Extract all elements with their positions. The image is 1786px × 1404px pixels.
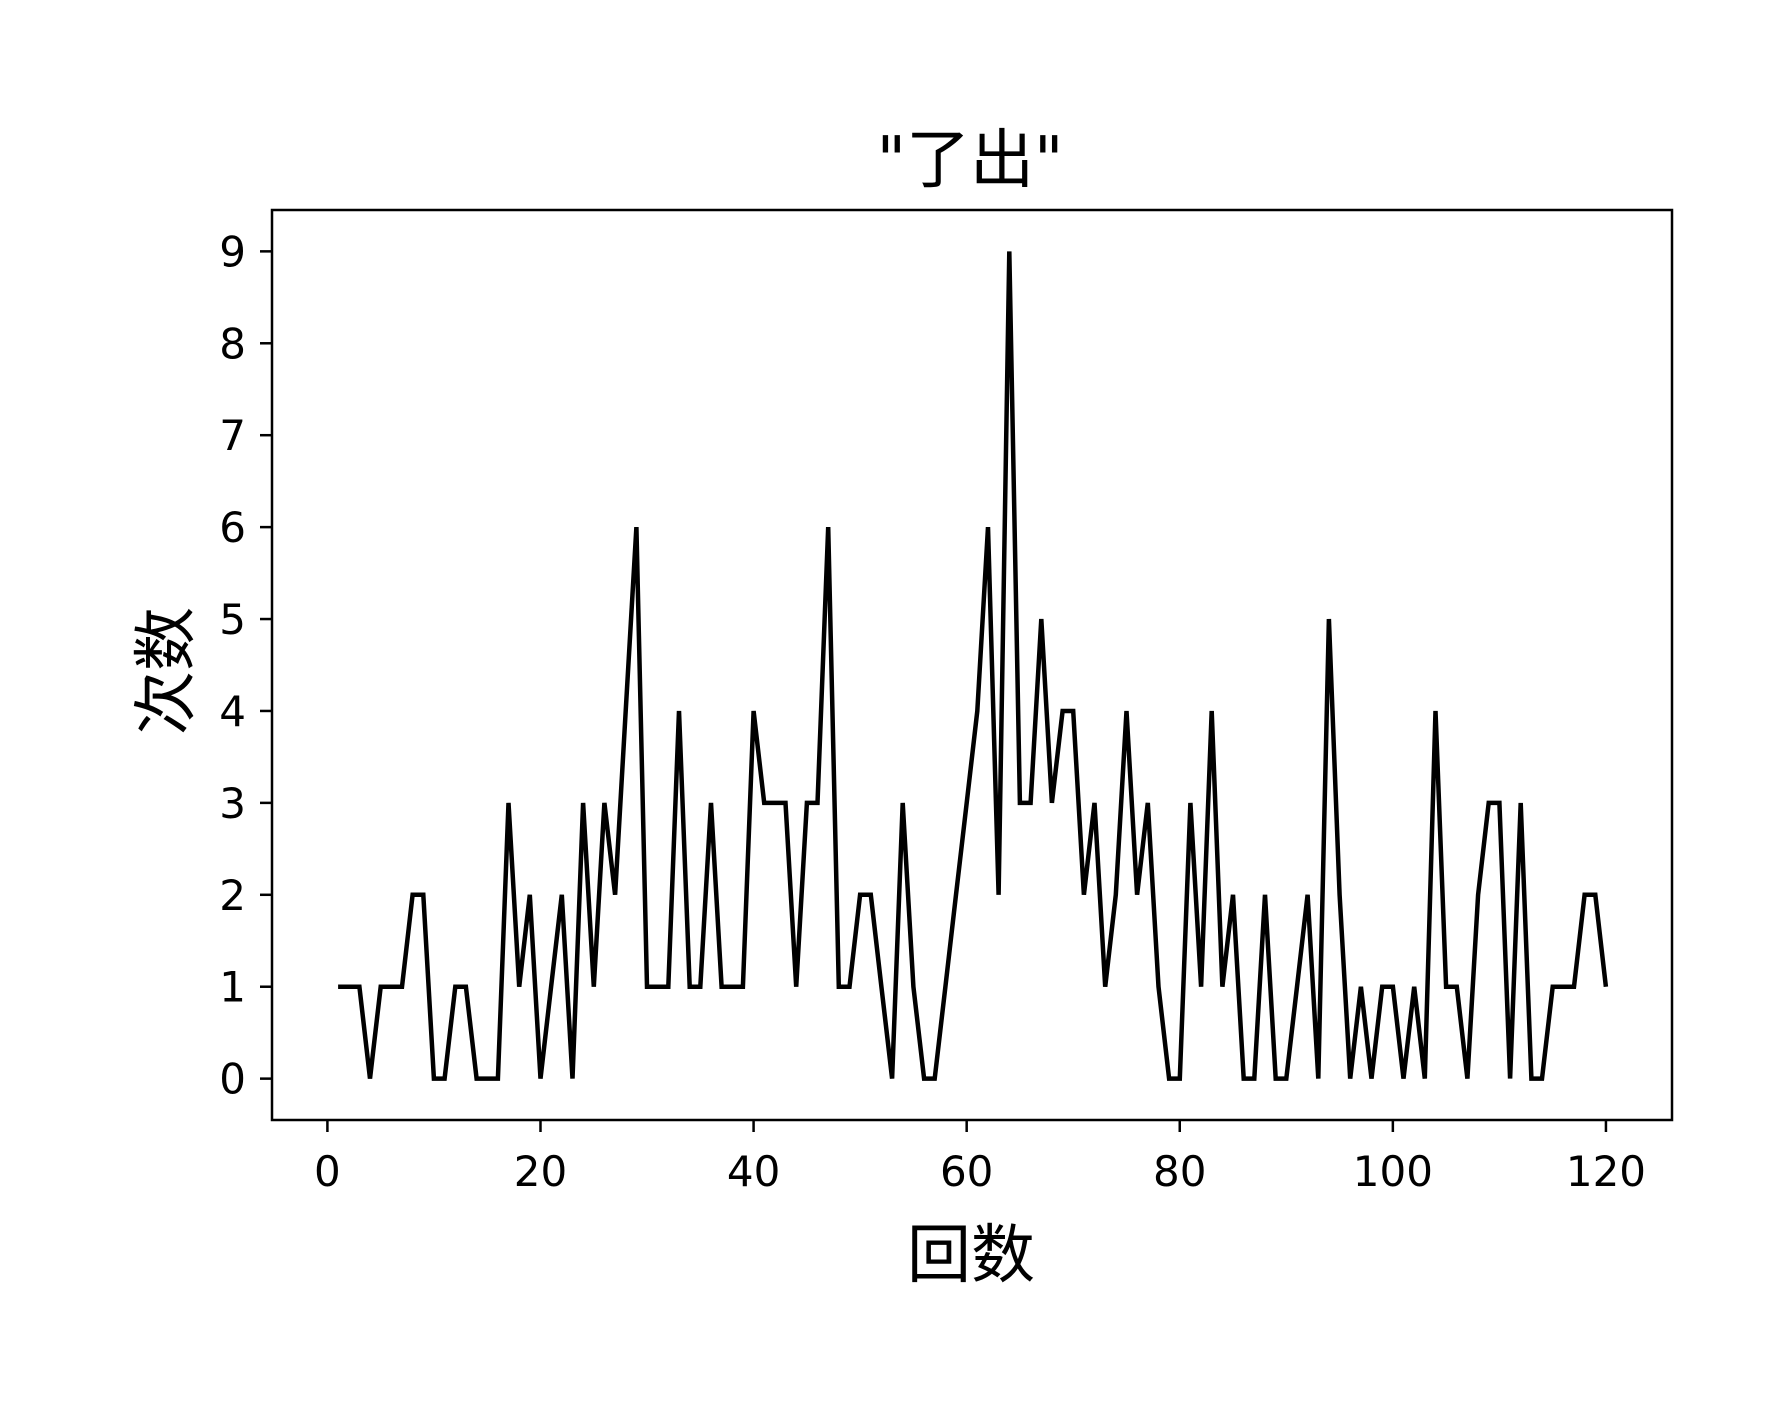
y-tick-label: 3 [219, 779, 246, 828]
y-tick-label: 8 [219, 319, 246, 368]
x-tick-label: 60 [940, 1147, 993, 1196]
y-tick-label: 5 [219, 595, 246, 644]
y-tick-label: 4 [219, 687, 246, 736]
plot-area-frame [270, 208, 1674, 1122]
x-tick-label: 40 [727, 1147, 780, 1196]
x-tick-label: 100 [1353, 1147, 1433, 1196]
y-tick-label: 2 [219, 871, 246, 920]
y-tick-label: 1 [219, 963, 246, 1012]
y-axis-label: 次数 [130, 607, 204, 735]
series-line [338, 251, 1609, 1081]
y-tick-label: 9 [219, 227, 246, 276]
y-tick-label: 7 [219, 411, 246, 460]
x-tick-label: 80 [1153, 1147, 1206, 1196]
y-tick-label: 0 [219, 1055, 246, 1104]
x-tick-label: 20 [514, 1147, 567, 1196]
y-tick-label: 6 [219, 503, 246, 552]
x-tick-label: 120 [1566, 1147, 1646, 1196]
x-tick-label: 0 [314, 1147, 341, 1196]
chart-title: "了出" [877, 124, 1064, 198]
axis-ticks: 0 20 40 60 80 100 120 0 1 2 3 4 5 6 7 8 9 [219, 227, 1646, 1196]
x-axis-label: 回数 [907, 1219, 1035, 1293]
